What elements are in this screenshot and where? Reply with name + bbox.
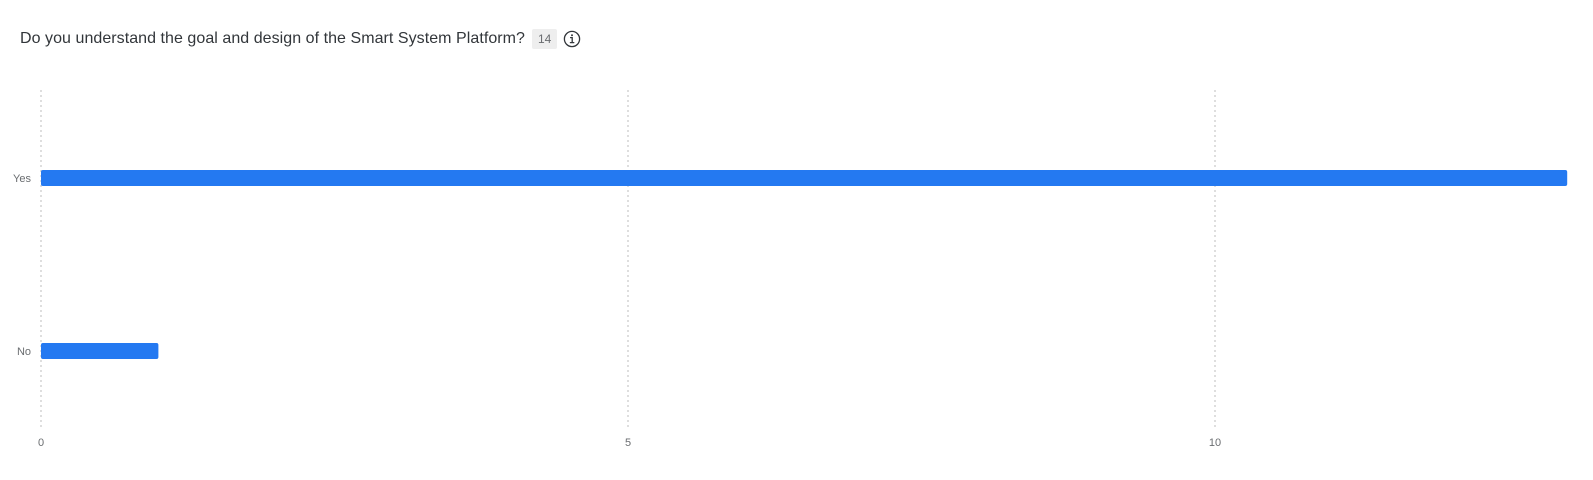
info-icon[interactable] [563, 30, 581, 48]
x-tick-label-0: 0 [38, 437, 44, 449]
question-title: Do you understand the goal and design of… [20, 30, 525, 47]
bar-no[interactable] [41, 343, 159, 359]
category-label-yes: Yes [13, 173, 31, 185]
category-label-no: No [17, 346, 31, 358]
info-circle-icon [564, 30, 581, 48]
bar-yes[interactable] [41, 170, 1568, 186]
question-header: Do you understand the goal and design of… [20, 26, 581, 52]
x-tick-label-10: 10 [1209, 437, 1221, 449]
response-count-badge: 14 [531, 29, 558, 49]
x-tick-label-5: 5 [625, 437, 631, 449]
